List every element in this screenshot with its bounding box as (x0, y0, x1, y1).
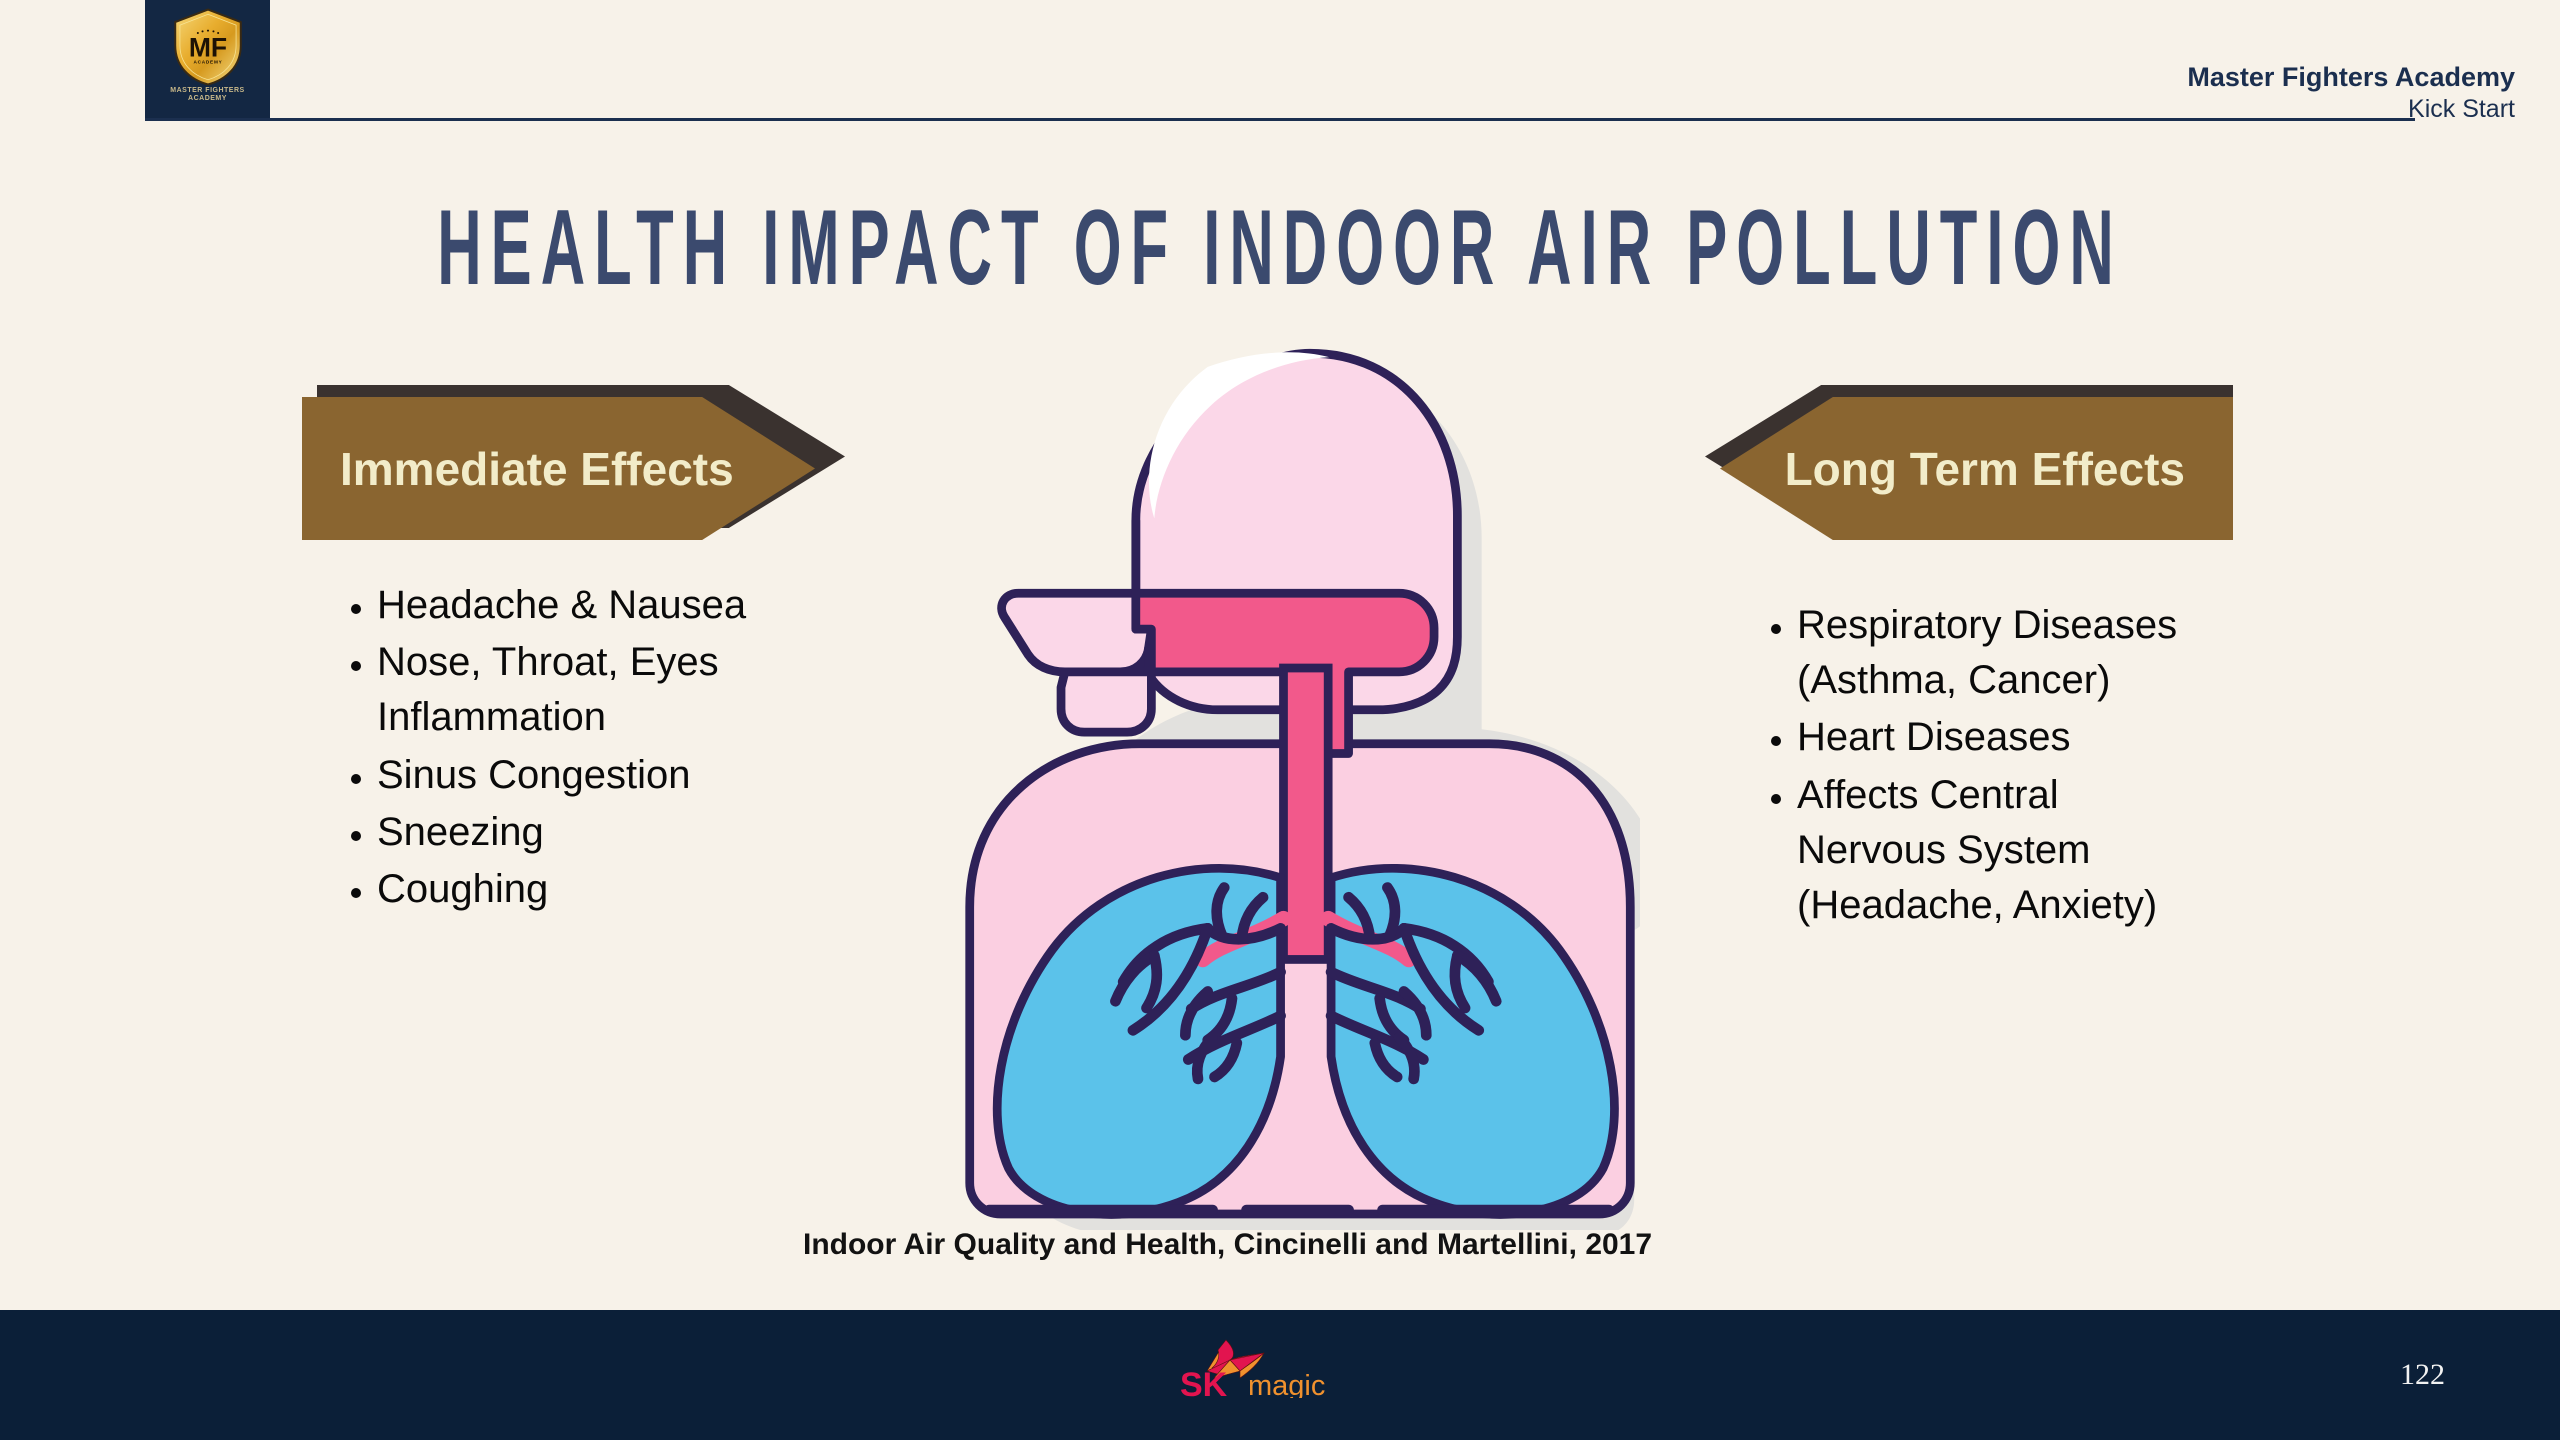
svg-text:MF: MF (188, 32, 226, 62)
svg-text:magic: magic (1248, 1370, 1325, 1398)
svg-text:ACADEMY: ACADEMY (193, 59, 222, 64)
svg-text:SK: SK (1180, 1366, 1228, 1398)
